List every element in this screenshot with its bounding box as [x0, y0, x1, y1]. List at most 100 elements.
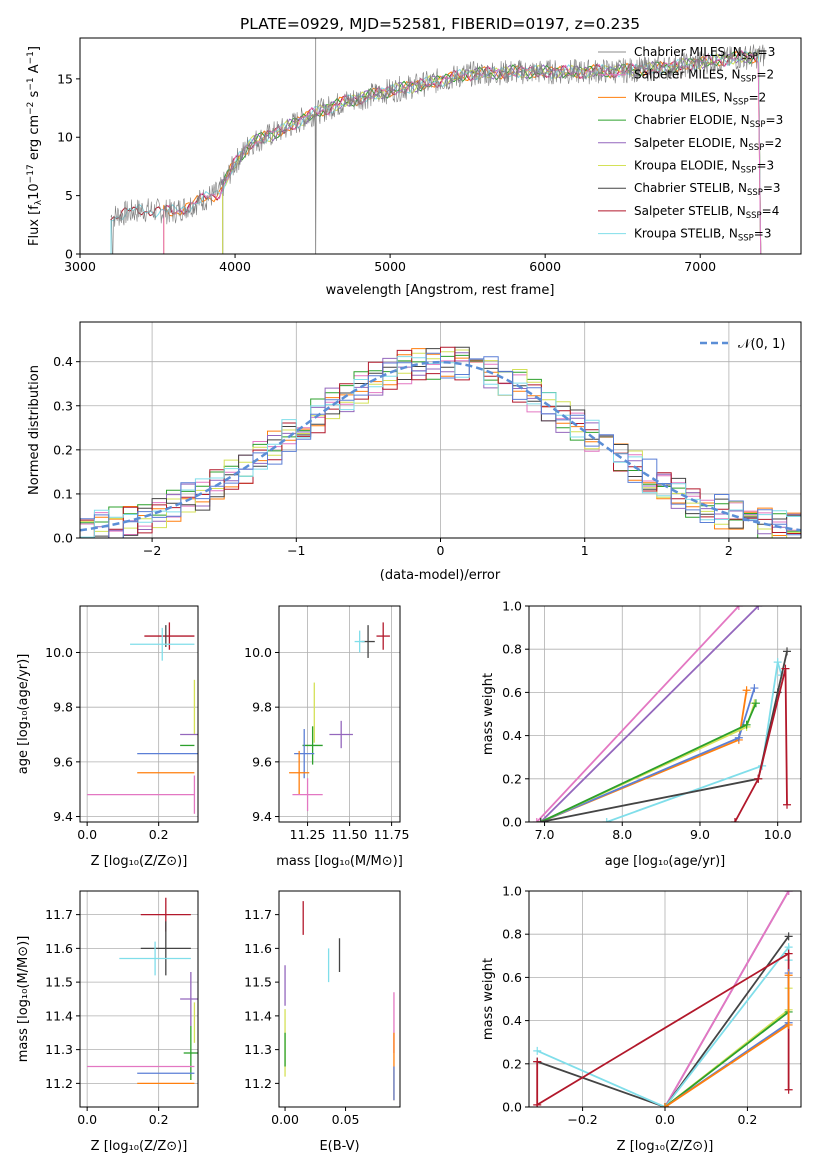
y-tick-label: 9.8: [53, 700, 73, 715]
series-line: [540, 651, 788, 822]
x-tick-label: 0: [437, 543, 445, 558]
series-line: [536, 606, 740, 822]
series-marker: [754, 606, 763, 610]
series-marker: [533, 1057, 542, 1066]
y-tick-label: 11.5: [45, 975, 73, 990]
legend-entry: Chabrier MILES, NSSP=3: [634, 45, 775, 62]
x-tick-label: −0.2: [567, 1112, 597, 1127]
series-marker: [533, 1046, 542, 1055]
y-tick-label: 1.0: [502, 884, 522, 899]
series-marker: [734, 606, 743, 610]
x-tick-label: 0.0: [77, 827, 97, 842]
x-tick-label: 11.75: [374, 827, 410, 842]
x-tick-label: 5000: [374, 259, 406, 274]
legend-entry: Chabrier STELIB, NSSP=3: [634, 181, 781, 198]
series-marker: [742, 720, 751, 729]
model-spectrum-line: [222, 52, 762, 254]
x-tick-label: 1: [581, 543, 589, 558]
histogram-step: [80, 352, 801, 538]
plot-area: [289, 622, 390, 812]
spectrum-panel: 3000 4000 5000 6000 7000 0 5 10 15 wavelength [An…: [26, 37, 802, 298]
y-tick-label: 0.8: [502, 927, 522, 942]
series-marker: [533, 1100, 542, 1107]
y-tick-label: 0.8: [502, 642, 522, 657]
y-tick-label: 11.3: [45, 1042, 73, 1057]
residuals-histogram-panel: −2 −1 0 1 2 0.0 0.1 0.2 0.3 0.4 (data-model)/error…: [27, 321, 802, 583]
y-tick-label: 0: [65, 247, 73, 262]
y-tick-label: 11.6: [244, 941, 272, 956]
normal-curve: [80, 360, 801, 532]
series-marker: [750, 684, 759, 693]
series-line: [536, 935, 790, 1107]
observed-spectrum-line: [110, 44, 766, 254]
legend-entry: Salpeter STELIB, NSSP=4: [634, 204, 779, 221]
axes-frame: [278, 605, 401, 823]
x-tick-label: −1: [287, 543, 305, 558]
y-tick-label: 11.7: [244, 907, 272, 922]
series-line: [540, 606, 759, 822]
y-tick-label: 0.4: [502, 1013, 522, 1028]
series-line: [664, 1011, 790, 1107]
series-line: [664, 975, 790, 1107]
y-tick-label: 11.3: [244, 1042, 272, 1057]
series-marker: [784, 971, 793, 980]
plot-area: [532, 606, 792, 822]
axes-frame: [278, 890, 401, 1108]
x-tick-label: 11.25: [290, 827, 326, 842]
series-marker: [754, 774, 763, 783]
axes-frame: [528, 605, 802, 823]
y-tick-label: 0.1: [53, 486, 73, 501]
series-marker: [742, 686, 751, 695]
mass-weight-vs-age-panel: 7.0 8.0 9.0 10.0 0.0 0.2 0.4 0.6 0.8 1.0 age [log₁…: [481, 599, 802, 869]
x-tick-label: 9.0: [690, 827, 710, 842]
x-tick-label: 4000: [219, 259, 251, 274]
plot-area: [87, 622, 198, 814]
y-tick-label: 0.0: [502, 815, 522, 830]
y-tick-label: 10.0: [244, 645, 272, 660]
x-tick-label: 7000: [684, 259, 716, 274]
x-tick-label: 0.0: [77, 1112, 97, 1127]
y-axis-label: mass weight: [481, 673, 496, 755]
x-axis-label: E(B-V): [319, 1139, 359, 1154]
y-axis-label: Normed distribution: [27, 365, 42, 495]
x-tick-label: 6000: [529, 259, 561, 274]
x-axis-label: (data-model)/error: [380, 568, 501, 583]
y-tick-label: 11.4: [244, 1008, 272, 1023]
series-marker: [781, 664, 790, 673]
legend-entry: Salpeter ELODIE, NSSP=2: [634, 136, 782, 153]
plot-area: [110, 38, 766, 254]
mass-vs-metallicity-panel: 0.0 0.2 11.2 11.3 11.4 11.5 11.6 11.7 Z [log₁₀(Z…: [16, 890, 199, 1154]
series-marker: [602, 818, 611, 822]
series-line: [606, 661, 783, 822]
series-line: [664, 891, 790, 1107]
plot-area: [87, 897, 198, 1085]
series-marker: [784, 1085, 793, 1094]
y-tick-label: 9.6: [53, 754, 73, 769]
y-tick-label: 0.2: [53, 442, 73, 457]
series-line: [540, 702, 757, 822]
model-spectrum-line: [110, 50, 762, 254]
series-line: [540, 687, 756, 822]
y-tick-label: 9.4: [252, 809, 272, 824]
x-axis-label: Z [log₁₀(Z/Z⊙)]: [91, 1139, 188, 1154]
x-tick-label: 0.00: [271, 1112, 299, 1127]
y-axis-label: mass [log₁₀(M/M⊙)]: [16, 936, 31, 1063]
y-axis-label: Flux [fλ10−17 erg cm−2 s−1 A−1]: [26, 46, 44, 246]
y-tick-label: 1.0: [502, 599, 522, 614]
age-vs-mass-panel: 11.25 11.50 11.75 9.4 9.6 9.8 10.0 mass [log₁₀(…: [244, 605, 410, 869]
page-title: PLATE=0929, MJD=52581, FIBERID=0197, z=0…: [240, 15, 640, 33]
y-tick-label: 0.3: [53, 398, 73, 413]
legend-entry: Chabrier ELODIE, NSSP=3: [634, 113, 783, 130]
x-tick-label: 0.2: [149, 1112, 169, 1127]
y-axis-label: mass weight: [481, 958, 496, 1040]
plot-area: [80, 346, 801, 538]
x-tick-label: 8.0: [612, 827, 632, 842]
x-tick-label: 10.0: [764, 827, 792, 842]
x-tick-label: 0.0: [655, 1112, 675, 1127]
y-tick-label: 9.4: [53, 809, 73, 824]
x-tick-label: 7.0: [535, 827, 555, 842]
axes-frame: [79, 605, 199, 823]
model-spectrum-line: [222, 51, 762, 254]
series-line: [664, 988, 790, 1107]
series-line: [734, 668, 788, 822]
